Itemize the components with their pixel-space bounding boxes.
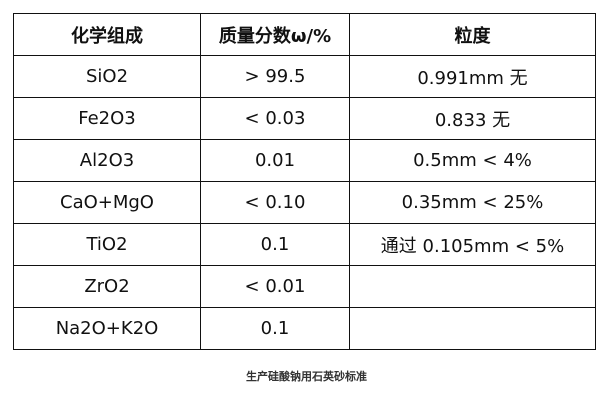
table-row: SiO2 > 99.5 0.991mm 无 xyxy=(13,55,596,98)
cell-mass-fraction: < 0.10 xyxy=(200,181,350,224)
cell-particle-size xyxy=(349,307,596,350)
cell-particle-size: 0.5mm < 4% xyxy=(349,139,596,182)
header-row: 化学组成 质量分数ω/% 粒度 xyxy=(13,13,596,56)
header-mass-fraction: 质量分数ω/% xyxy=(200,13,350,56)
table-row: ZrO2 < 0.01 xyxy=(13,265,596,308)
cell-composition: Al2O3 xyxy=(13,139,201,182)
cell-particle-size xyxy=(349,265,596,308)
cell-composition: Fe2O3 xyxy=(13,97,201,140)
cell-mass-fraction: > 99.5 xyxy=(200,55,350,98)
quartz-sand-standard-table: 化学组成 质量分数ω/% 粒度 SiO2 > 99.5 0.991mm 无 Fe2O3… xyxy=(13,13,596,350)
cell-mass-fraction: 0.01 xyxy=(200,139,350,182)
cell-particle-size: 0.35mm < 25% xyxy=(349,181,596,224)
cell-particle-size: 通过 0.105mm < 5% xyxy=(349,223,596,266)
table-row: Al2O3 0.01 0.5mm < 4% xyxy=(13,139,596,182)
cell-mass-fraction: 0.1 xyxy=(200,307,350,350)
table-row: Na2O+K2O 0.1 xyxy=(13,307,596,350)
cell-mass-fraction: < 0.01 xyxy=(200,265,350,308)
cell-particle-size: 0.991mm 无 xyxy=(349,55,596,98)
table-row: TiO2 0.1 通过 0.105mm < 5% xyxy=(13,223,596,266)
table-row: Fe2O3 < 0.03 0.833 无 xyxy=(13,97,596,140)
table-row: CaO+MgO < 0.10 0.35mm < 25% xyxy=(13,181,596,224)
header-composition: 化学组成 xyxy=(13,13,201,56)
cell-composition: ZrO2 xyxy=(13,265,201,308)
cell-composition: TiO2 xyxy=(13,223,201,266)
cell-composition: SiO2 xyxy=(13,55,201,98)
cell-composition: CaO+MgO xyxy=(13,181,201,224)
table-caption: 生产硅酸钠用石英砂标准 xyxy=(246,370,367,383)
cell-composition: Na2O+K2O xyxy=(13,307,201,350)
cell-particle-size: 0.833 无 xyxy=(349,97,596,140)
header-particle-size: 粒度 xyxy=(349,13,596,56)
cell-mass-fraction: 0.1 xyxy=(200,223,350,266)
cell-mass-fraction: < 0.03 xyxy=(200,97,350,140)
